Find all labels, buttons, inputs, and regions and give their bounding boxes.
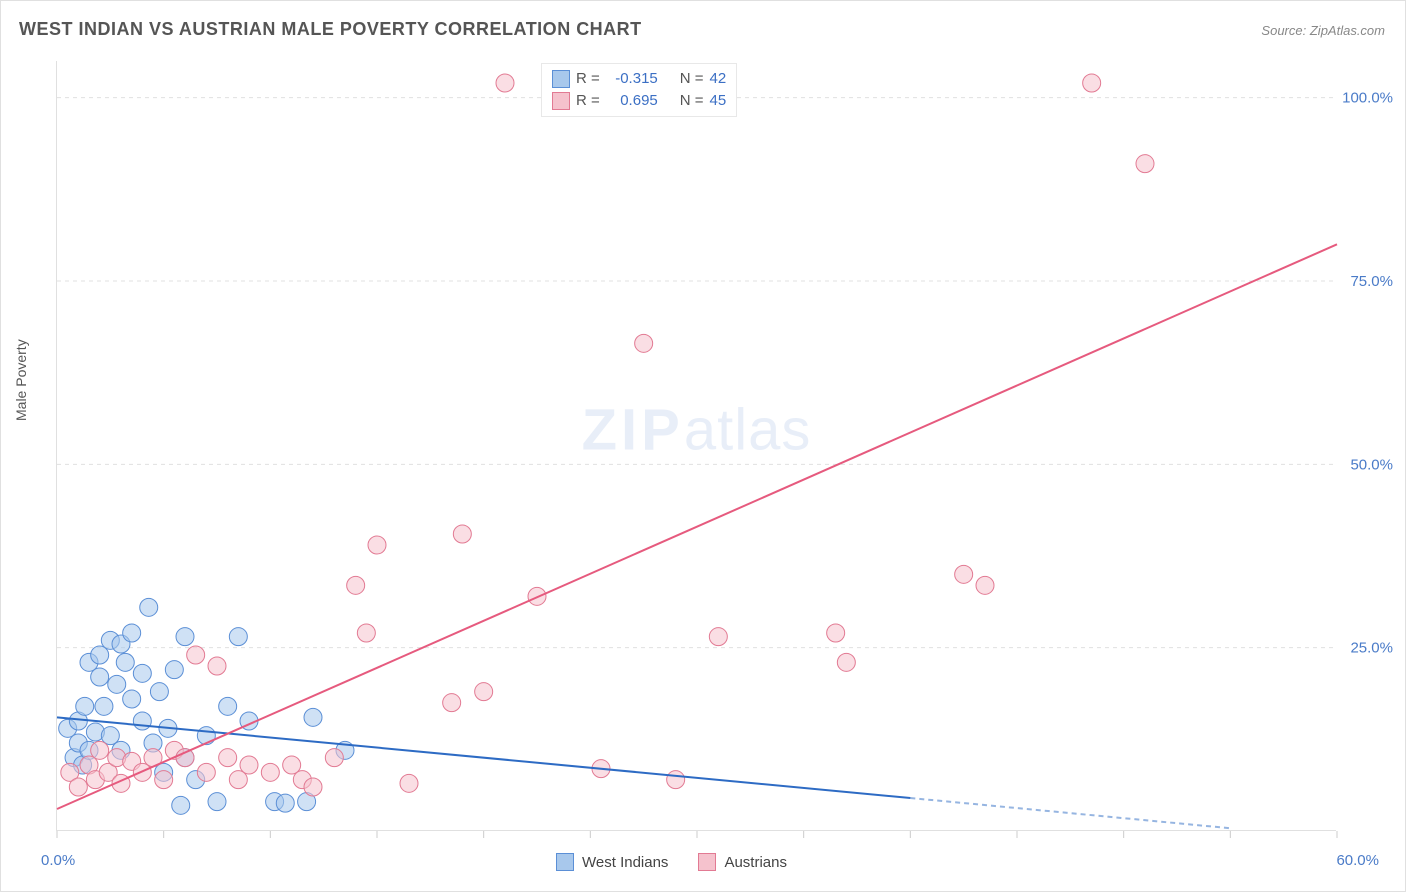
data-point <box>976 576 994 594</box>
data-point <box>347 576 365 594</box>
r-value: 0.695 <box>606 90 658 112</box>
data-point <box>357 624 375 642</box>
data-point <box>123 690 141 708</box>
data-point <box>229 628 247 646</box>
source-value: ZipAtlas.com <box>1310 23 1385 38</box>
correlation-legend-row: R = 0.695 N = 45 <box>552 90 726 112</box>
data-point <box>276 794 294 812</box>
data-point <box>496 74 514 92</box>
data-point <box>187 646 205 664</box>
data-point <box>1083 74 1101 92</box>
data-point <box>197 727 215 745</box>
data-point <box>219 749 237 767</box>
data-point <box>108 675 126 693</box>
legend-swatch <box>552 70 570 88</box>
source-label: Source: <box>1261 23 1306 38</box>
series-name: West Indians <box>582 854 668 871</box>
data-point <box>304 708 322 726</box>
data-point <box>172 796 190 814</box>
data-point <box>837 653 855 671</box>
data-point <box>140 598 158 616</box>
data-point <box>827 624 845 642</box>
series-legend: West Indians Austrians <box>556 853 787 871</box>
data-point <box>667 771 685 789</box>
y-axis-label: Male Poverty <box>13 339 29 421</box>
data-point <box>240 756 258 774</box>
data-point <box>325 749 343 767</box>
data-point <box>76 697 94 715</box>
data-point <box>95 697 113 715</box>
x-axis-origin-label: 0.0% <box>41 852 75 869</box>
data-point <box>261 763 279 781</box>
data-point <box>1136 155 1154 173</box>
series-legend-item: West Indians <box>556 853 668 871</box>
chart-container: WEST INDIAN VS AUSTRIAN MALE POVERTY COR… <box>0 0 1406 892</box>
n-label: N = <box>680 90 704 112</box>
data-point <box>400 774 418 792</box>
data-point <box>150 683 168 701</box>
series-name: Austrians <box>724 854 787 871</box>
n-label: N = <box>680 68 704 90</box>
data-point <box>133 712 151 730</box>
n-value: 42 <box>710 68 727 90</box>
data-point <box>165 661 183 679</box>
n-value: 45 <box>710 90 727 112</box>
plot-area: ZIPatlas 25.0%50.0%75.0%100.0% <box>56 61 1336 831</box>
data-point <box>176 749 194 767</box>
r-label: R = <box>576 68 600 90</box>
data-point <box>133 664 151 682</box>
x-axis-end-label: 60.0% <box>1336 852 1379 869</box>
y-tick-label: 75.0% <box>1350 273 1393 290</box>
data-point <box>155 771 173 789</box>
y-tick-label: 25.0% <box>1350 640 1393 657</box>
source-attribution: Source: ZipAtlas.com <box>1261 23 1385 38</box>
r-label: R = <box>576 90 600 112</box>
data-point <box>443 694 461 712</box>
r-value: -0.315 <box>606 68 658 90</box>
chart-title: WEST INDIAN VS AUSTRIAN MALE POVERTY COR… <box>19 19 642 40</box>
data-point <box>91 668 109 686</box>
data-point <box>69 778 87 796</box>
plot-svg: 25.0%50.0%75.0%100.0% <box>57 61 1336 830</box>
data-point <box>635 334 653 352</box>
series-legend-item: Austrians <box>698 853 787 871</box>
data-point <box>955 565 973 583</box>
correlation-legend-row: R = -0.315 N = 42 <box>552 68 726 90</box>
data-point <box>208 657 226 675</box>
legend-swatch <box>552 92 570 110</box>
legend-swatch <box>698 853 716 871</box>
correlation-legend: R = -0.315 N = 42 R = 0.695 N = 45 <box>541 63 737 117</box>
data-point <box>197 763 215 781</box>
y-tick-label: 100.0% <box>1342 90 1393 107</box>
y-tick-label: 50.0% <box>1350 456 1393 473</box>
data-point <box>368 536 386 554</box>
data-point <box>208 793 226 811</box>
data-point <box>176 628 194 646</box>
data-point <box>219 697 237 715</box>
data-point <box>304 778 322 796</box>
data-point <box>709 628 727 646</box>
data-point <box>116 653 134 671</box>
data-point <box>453 525 471 543</box>
data-point <box>91 741 109 759</box>
data-point <box>475 683 493 701</box>
data-point <box>123 624 141 642</box>
legend-swatch <box>556 853 574 871</box>
